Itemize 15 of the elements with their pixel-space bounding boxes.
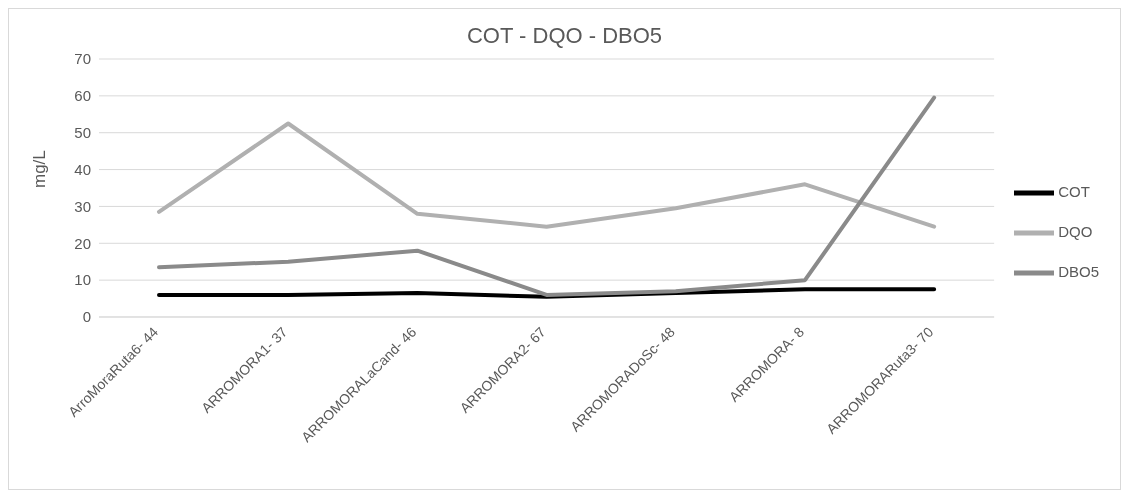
- line-series: [157, 121, 937, 229]
- line-series: [157, 95, 937, 297]
- y-tick-label: 40: [74, 160, 91, 178]
- chart-title: COT - DQO - DBO5: [465, 23, 664, 49]
- y-tick-label: 50: [74, 124, 91, 142]
- y-tick-label: 60: [74, 87, 91, 105]
- y-axis-title: mg/L: [30, 150, 50, 188]
- y-tick-label: 0: [82, 308, 91, 326]
- y-tick-label: 70: [74, 50, 91, 68]
- y-tick-label: 10: [74, 271, 91, 289]
- y-tick-label: 30: [74, 197, 91, 215]
- legend-label: DQO: [1058, 222, 1093, 240]
- y-tick-label: 20: [74, 234, 91, 252]
- legend-label: DBO5: [1058, 262, 1099, 280]
- legend-label: COT: [1058, 182, 1090, 200]
